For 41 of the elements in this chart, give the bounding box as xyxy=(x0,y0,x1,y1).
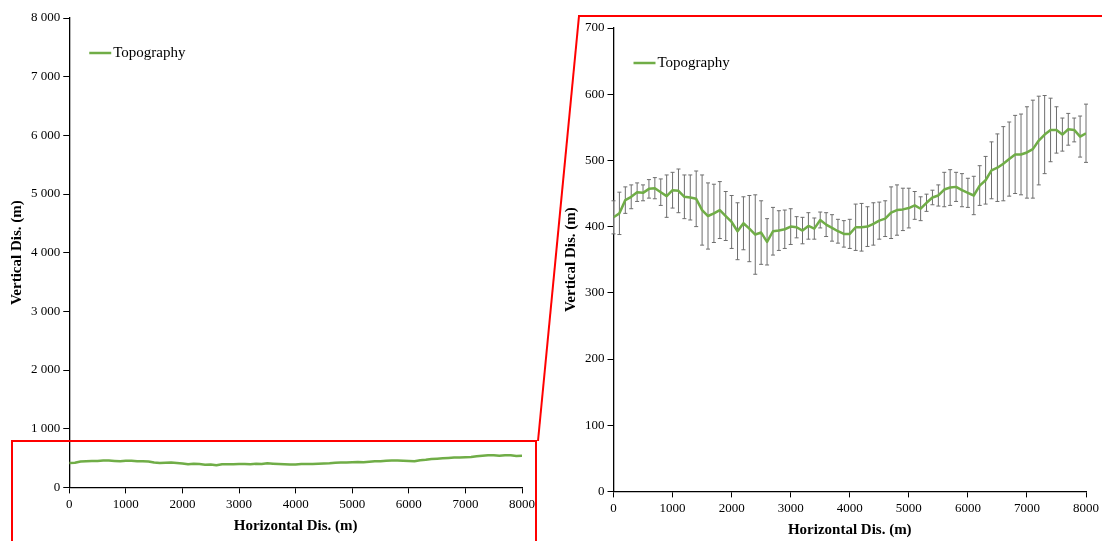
y-tick-label: 600 xyxy=(585,85,605,101)
y-tick-label: 1 000 xyxy=(31,420,61,436)
y-tick-label: 100 xyxy=(585,416,605,432)
x-tick-label: 3000 xyxy=(226,495,253,511)
x-tick-label: 3000 xyxy=(777,499,804,515)
y-axis-title: Vertical Dis. (m) xyxy=(7,200,25,306)
x-axis-title: Horizontal Dis. (m) xyxy=(787,520,912,538)
x-tick-label: 6000 xyxy=(954,499,981,515)
x-tick-label: 2000 xyxy=(169,495,196,511)
legend-label: Topography xyxy=(657,53,731,70)
x-tick-label: 0 xyxy=(610,499,617,515)
x-tick-label: 5000 xyxy=(895,499,922,515)
y-tick-label: 5 000 xyxy=(31,185,61,201)
y-tick-label: 7 000 xyxy=(31,68,61,84)
y-tick-label: 2 000 xyxy=(31,361,61,377)
x-tick-label: 7000 xyxy=(452,495,479,511)
x-tick-label: 6000 xyxy=(395,495,422,511)
y-tick-label: 500 xyxy=(585,151,605,167)
y-axis-title: Vertical Dis. (m) xyxy=(561,207,579,313)
y-tick-label: 8 000 xyxy=(31,9,61,25)
y-tick-label: 300 xyxy=(585,284,605,300)
x-tick-label: 4000 xyxy=(282,495,309,511)
y-tick-label: 0 xyxy=(598,482,605,498)
y-tick-label: 400 xyxy=(585,218,605,234)
x-axis-title: Horizontal Dis. (m) xyxy=(233,516,358,534)
x-tick-label: 8000 xyxy=(509,495,535,511)
y-tick-label: 6 000 xyxy=(31,126,61,142)
y-tick-label: 700 xyxy=(585,19,605,35)
y-tick-label: 200 xyxy=(585,350,605,366)
x-tick-label: 1000 xyxy=(659,499,686,515)
x-tick-label: 2000 xyxy=(718,499,745,515)
x-tick-label: 4000 xyxy=(836,499,863,515)
x-tick-label: 7000 xyxy=(1013,499,1040,515)
x-tick-label: 5000 xyxy=(339,495,366,511)
x-tick-label: 0 xyxy=(66,495,73,511)
x-tick-label: 8000 xyxy=(1073,499,1099,515)
y-tick-label: 4 000 xyxy=(31,244,61,260)
x-tick-label: 1000 xyxy=(112,495,139,511)
y-tick-label: 3 000 xyxy=(31,302,61,318)
legend-label: Topography xyxy=(113,43,187,60)
y-tick-label: 0 xyxy=(53,478,61,494)
